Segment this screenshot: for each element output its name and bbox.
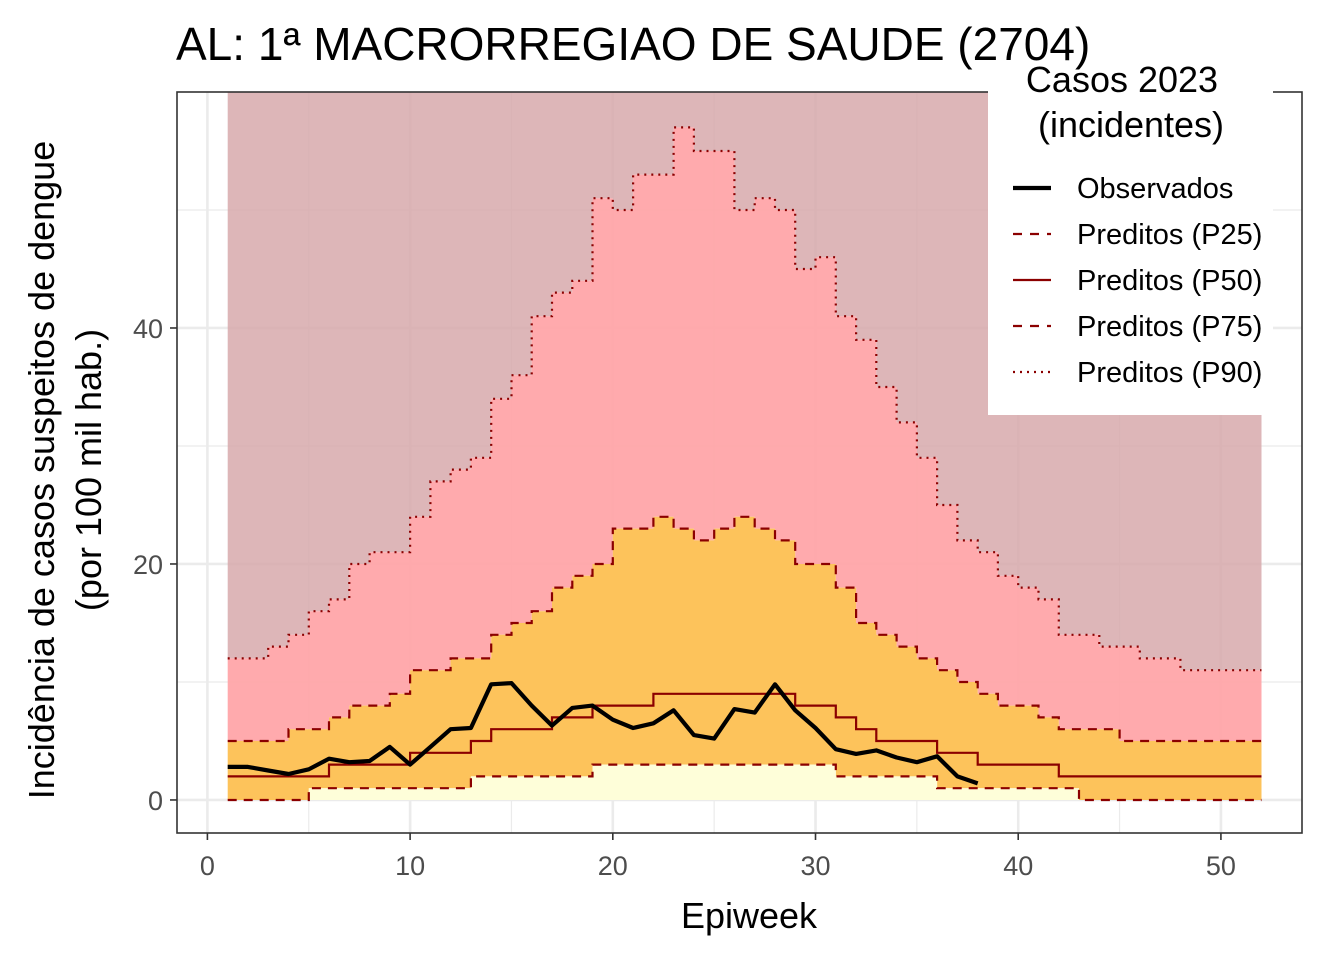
y-axis-title-line2: (por 100 mil hab.)	[68, 329, 109, 611]
y-axis-title-line1: Incidência de casos suspeitos de dengue	[21, 141, 62, 799]
series-line-preditos-p90	[227, 126, 1262, 672]
series-line-preditos-p75	[227, 515, 1262, 743]
x-tick-label: 50	[1206, 851, 1236, 881]
legend-label: Preditos (P90)	[1077, 357, 1262, 389]
band-p75-p90	[227, 127, 1262, 741]
panel-border	[176, 91, 1303, 834]
legend: Casos 2023 (incidentes) Observados Predit…	[988, 59, 1273, 415]
series-line-observados	[227, 681, 979, 786]
series-line-preditos-p50	[227, 692, 1262, 778]
x-tick-label: 10	[395, 851, 425, 881]
series-line-preditos-p25	[227, 763, 1262, 802]
y-tick-label: 0	[148, 786, 163, 816]
legend-label: Preditos (P75)	[1077, 311, 1262, 343]
x-axis-title: Epiweek	[681, 895, 818, 936]
x-tick-label: 20	[598, 851, 628, 881]
x-tick-label: 40	[1003, 851, 1033, 881]
legend-title-line1: Casos 2023	[1026, 59, 1218, 100]
x-tick-label: 0	[200, 851, 215, 881]
y-tick-label: 20	[133, 550, 163, 580]
band-p25-p75	[227, 516, 1262, 800]
legend-items: Observados Preditos (P25) Preditos (P50) Pr…	[1013, 173, 1262, 389]
legend-label: Preditos (P25)	[1077, 219, 1262, 251]
x-tick-label: 30	[800, 851, 830, 881]
legend-title-line2: (incidentes)	[1038, 104, 1224, 145]
band-below-p25	[227, 764, 1262, 800]
axes: 0 10 20 30 40 50 0 20 40	[133, 314, 1236, 881]
legend-background	[988, 70, 1273, 415]
legend-label: Observados	[1077, 173, 1233, 205]
legend-label: Preditos (P50)	[1077, 265, 1262, 297]
chart-title: AL: 1ª MACRORREGIAO DE SAUDE (2704)	[176, 18, 1090, 70]
y-tick-label: 40	[133, 314, 163, 344]
